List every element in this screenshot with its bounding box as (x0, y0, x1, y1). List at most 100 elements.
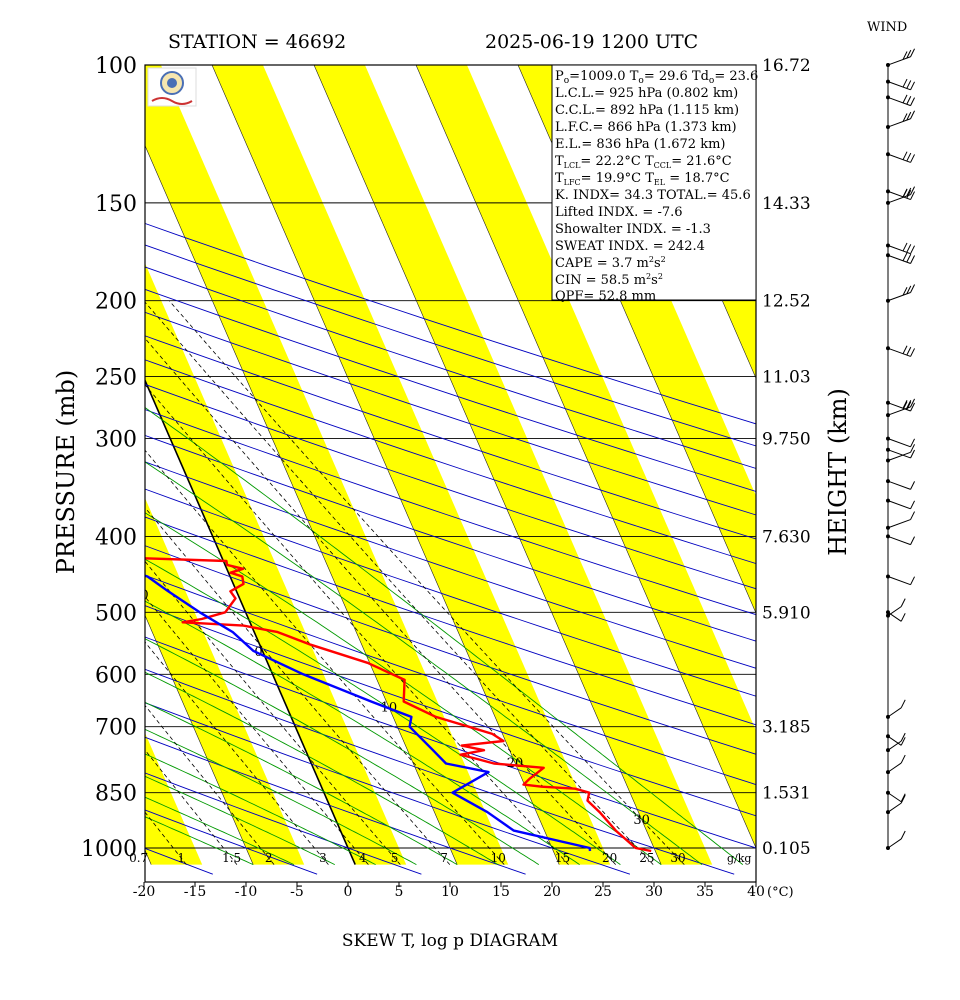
temp-tick-label: 30 (645, 884, 663, 900)
wind-barb-flag (902, 345, 908, 354)
height-tick: 11.03 (762, 368, 811, 388)
mixing-ratio-line (145, 749, 238, 865)
moist-adiabat (145, 796, 295, 866)
temp-tick-label: 10 (441, 884, 459, 900)
dry-adiabat (145, 702, 631, 875)
dry-adiabat (145, 605, 756, 817)
temp-tick-label: -15 (184, 884, 207, 900)
isotherm-band (211, 65, 611, 865)
wind-barb-flag (906, 346, 912, 356)
height-tick: 9.750 (762, 430, 811, 450)
wind-barb (887, 449, 911, 459)
isotherm-label-value: -10 (128, 588, 149, 603)
wind-barb-flag (902, 252, 908, 262)
moist-adiabat (145, 600, 580, 865)
pressure-tick-850: 850 (95, 782, 137, 807)
isotherm-band (0, 48, 100, 865)
wind-barb-flag (902, 400, 908, 409)
temp-tick-label: 20 (543, 884, 561, 900)
surface-conditions: Po=1009.0 To= 29.6 Tdo= 23.6 (555, 69, 758, 86)
temp-tick-label: 40 (747, 884, 765, 900)
pressure-tick-600: 600 (95, 663, 137, 688)
moist-adiabat (145, 558, 621, 865)
wind-barb-flag (900, 794, 906, 804)
wind-barb (887, 575, 911, 586)
dry-adiabat (145, 516, 756, 726)
dry-adiabat (145, 359, 756, 565)
temp-tick-label: 25 (594, 884, 612, 900)
temp-tick-label: -20 (133, 884, 156, 900)
pressure-tick-300: 300 (95, 428, 137, 453)
wind-barb-flag (902, 401, 908, 410)
wind-barb-flag (906, 253, 912, 263)
mixing-ratio-label: 15 (555, 851, 570, 865)
wind-barb-flag (902, 113, 908, 122)
temp-tick-label: -5 (290, 884, 304, 900)
wind-barb-flag (910, 81, 915, 91)
mixing-ratio-line (145, 641, 329, 865)
moist-adiabat (145, 701, 458, 865)
wind-barb-flag (902, 94, 908, 104)
wind-barb-flag (906, 49, 912, 59)
isotherm-line (313, 65, 662, 865)
ylabel-right: HEIGHT (km) (824, 388, 852, 556)
wind-barb-flag (910, 110, 915, 119)
wind-barb-flag (910, 348, 915, 357)
wind-barb (887, 707, 902, 718)
moist-adiabat (145, 753, 376, 866)
wind-barb-flag (910, 191, 915, 200)
station-logo (147, 67, 197, 107)
wind-barb-flag (900, 598, 906, 607)
lcl-line: L.C.L.= 925 hPa (0.802 km) (555, 86, 738, 101)
mixing-ratio-line (168, 300, 685, 865)
dewpoint-profile (145, 574, 592, 852)
moist-adiabat (145, 512, 662, 865)
dry-adiabat (145, 222, 756, 425)
isotherm-line (415, 65, 756, 849)
indices-panel: Po=1009.0 To= 29.6 Tdo= 23.6 L.C.L.= 925… (551, 64, 758, 304)
mixing-ratio-label: 30 (670, 851, 685, 865)
wind-barb (887, 194, 911, 204)
wind-barb-flag (902, 189, 908, 198)
isotherm-line (145, 378, 356, 865)
wind-barb-flag (902, 286, 908, 296)
wind-barb (887, 838, 902, 849)
moist-adiabat (145, 671, 499, 865)
station-label: STATION = 46692 (168, 31, 346, 53)
height-tick: 3.185 (762, 718, 811, 738)
wind-barb-flag (910, 154, 915, 163)
mixing-ratio-label: 1.5 (222, 851, 241, 865)
wind-barb-flag (906, 111, 912, 121)
dry-adiabat (0, 82, 4, 875)
mixing-unit-label: g/kg (727, 852, 751, 865)
wind-barb (887, 244, 911, 255)
wind-barb-flag (900, 732, 906, 742)
wind-barb-flag (910, 481, 915, 490)
wind-barb-flag (910, 398, 915, 408)
dry-adiabat (145, 668, 735, 875)
mixing-ratio-label: 0.7 (129, 851, 148, 865)
wind-barb (887, 792, 902, 803)
lfc-line: L.F.C.= 866 hPa (1.373 km) (555, 120, 737, 135)
height-tick: 12.52 (762, 292, 811, 312)
temp-tick-label: -10 (235, 884, 258, 900)
height-tick: 1.531 (762, 784, 811, 804)
wind-barb-flag (900, 830, 906, 840)
temp-tick-label: 35 (696, 884, 714, 900)
pressure-tick-100: 100 (95, 54, 137, 79)
wind-barb-flag (910, 576, 915, 585)
moist-adiabat (145, 816, 254, 866)
wind-barb-flag (910, 245, 915, 254)
el-line: E.L.= 836 hPa (1.672 km) (555, 137, 725, 152)
wind-title: WIND (867, 20, 907, 35)
moist-adiabat (145, 461, 703, 865)
wind-barb (887, 402, 911, 412)
wind-barb-flag (906, 96, 912, 105)
isotherm-label-value: 20 (507, 756, 524, 771)
qpf-line: QPF= 52.8 mm (555, 289, 656, 304)
ylabel-left: PRESSURE (mb) (52, 370, 80, 575)
mixing-ratio-label: 2 (265, 851, 273, 865)
wind-barb (887, 451, 911, 462)
mixing-ratio-line (145, 507, 451, 865)
